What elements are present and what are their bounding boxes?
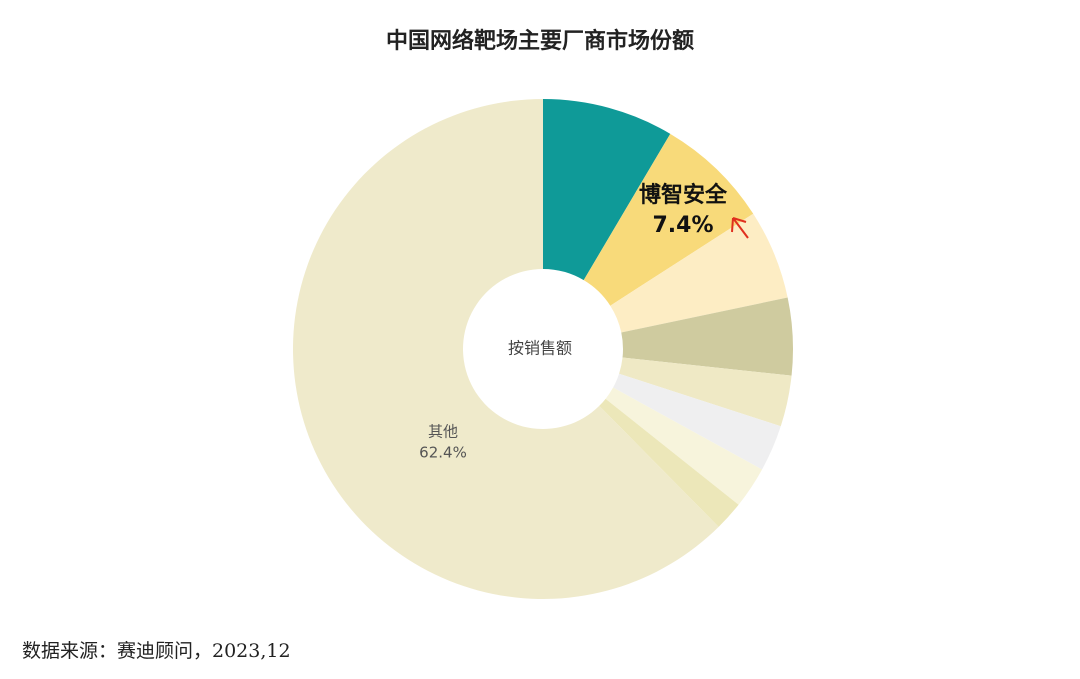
- center-label: 按销售额: [508, 339, 572, 358]
- slice: [621, 297, 793, 376]
- chart-title: 中国网络靶场主要厂商市场份额: [386, 28, 694, 54]
- slice: [583, 133, 754, 306]
- slice: [605, 387, 763, 505]
- slice: [292, 99, 719, 599]
- slice-label: 博智安全: [639, 182, 728, 208]
- annotation-arrow: [731, 217, 749, 239]
- slice: [613, 373, 781, 470]
- slice-label: 其他: [428, 423, 458, 441]
- source-note: 数据来源：赛迪顾问，2023,12: [22, 640, 291, 662]
- slice: [619, 357, 792, 427]
- value-label: 62.4%: [419, 444, 467, 462]
- slice: [610, 213, 788, 333]
- donut: [292, 99, 793, 599]
- value-label: 7.4%: [652, 213, 713, 238]
- slice: [599, 398, 739, 527]
- slice: [543, 99, 671, 281]
